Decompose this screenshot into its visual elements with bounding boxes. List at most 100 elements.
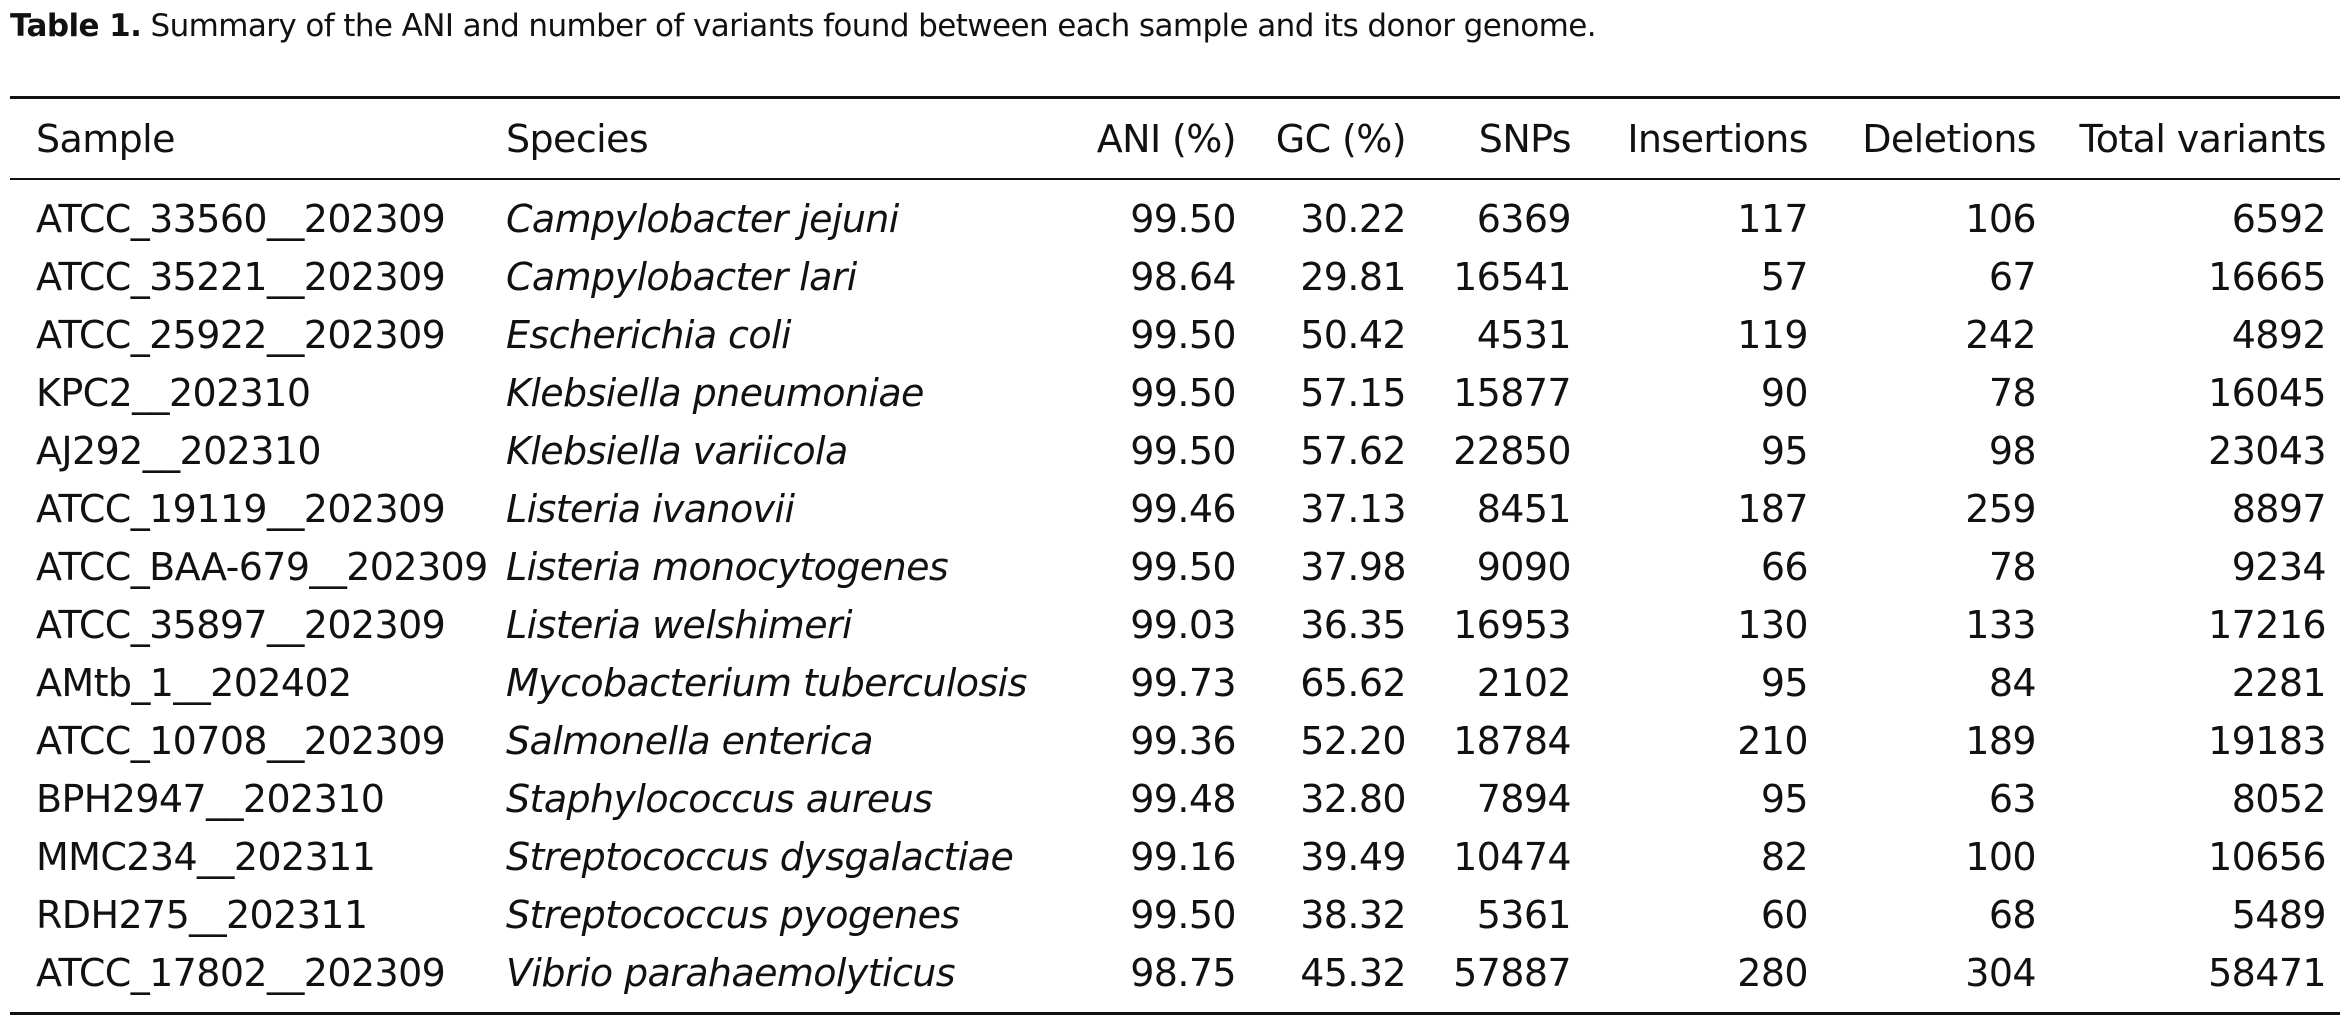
cell-sample: AMtb_1__202402 [36,661,352,705]
table-row: ATCC_19119__202309 Listeria ivanovii 99.46… [10,480,2340,538]
cell-snps: 16953 [1453,603,1571,647]
table-row: ATCC_17802__202309 Vibrio parahaemolyticu… [10,944,2340,1014]
cell-deletions: 68 [1988,893,2037,937]
table-row: ATCC_35221__202309 Campylobacter lari 98.6… [10,248,2340,306]
cell-sample: KPC2__202310 [36,371,311,415]
cell-ani: 99.46 [1130,487,1236,531]
cell-gc: 39.49 [1300,835,1406,879]
cell-ani: 99.50 [1130,893,1236,937]
cell-snps: 18784 [1453,719,1571,763]
cell-deletions: 189 [1965,719,2036,763]
cell-ani: 98.64 [1130,255,1236,299]
cell-insertions: 82 [1760,835,1809,879]
cell-sample: RDH275__202311 [36,893,368,937]
table-header: Sample Species ANI (%) GC (%) SNPs Inser… [10,97,2340,179]
cell-insertions: 119 [1737,313,1808,357]
table-row: BPH2947__202310 Staphylococcus aureus 99.4… [10,770,2340,828]
cell-deletions: 259 [1965,487,2036,531]
table-row: ATCC_BAA-679__202309 Listeria monocytogen… [10,538,2340,596]
cell-species: Campylobacter jejuni [506,197,899,241]
cell-insertions: 95 [1760,429,1809,473]
cell-species: Staphylococcus aureus [506,777,933,821]
cell-sample: MMC234__202311 [36,835,376,879]
cell-gc: 57.15 [1300,371,1406,415]
cell-deletions: 63 [1988,777,2037,821]
caption-text: Summary of the ANI and number of variant… [141,8,1597,44]
cell-gc: 52.20 [1300,719,1406,763]
cell-deletions: 133 [1965,603,2036,647]
table-row: MMC234__202311 Streptococcus dysgalactiae… [10,828,2340,886]
cell-total-variants: 17216 [2208,603,2326,647]
cell-gc: 57.62 [1300,429,1406,473]
cell-sample: BPH2947__202310 [36,777,385,821]
cell-ani: 99.36 [1130,719,1236,763]
header-row: Sample Species ANI (%) GC (%) SNPs Inser… [10,97,2340,179]
cell-insertions: 280 [1737,951,1808,995]
cell-gc: 45.32 [1300,951,1406,995]
table-body: ATCC_33560__202309 Campylobacter jejuni 99… [10,179,2340,1014]
cell-total-variants: 8897 [2231,487,2327,531]
cell-total-variants: 4892 [2231,313,2327,357]
cell-deletions: 106 [1965,197,2036,241]
cell-deletions: 242 [1965,313,2036,357]
cell-species: Listeria welshimeri [506,603,853,647]
cell-snps: 4531 [1476,313,1572,357]
cell-total-variants: 10656 [2208,835,2326,879]
cell-snps: 6369 [1476,197,1572,241]
cell-snps: 10474 [1453,835,1571,879]
cell-ani: 99.16 [1130,835,1236,879]
cell-deletions: 98 [1988,429,2037,473]
cell-gc: 65.62 [1300,661,1406,705]
cell-insertions: 95 [1760,661,1809,705]
cell-sample: ATCC_35221__202309 [36,255,446,299]
header-sample: Sample [36,116,175,161]
cell-total-variants: 6592 [2231,197,2327,241]
cell-ani: 99.50 [1130,313,1236,357]
cell-species: Campylobacter lari [506,255,857,299]
header-species: Species [506,116,649,161]
cell-ani: 99.50 [1130,545,1236,589]
cell-insertions: 210 [1737,719,1808,763]
cell-deletions: 100 [1965,835,2036,879]
cell-total-variants: 8052 [2231,777,2327,821]
cell-sample: ATCC_10708__202309 [36,719,446,763]
cell-insertions: 57 [1760,255,1809,299]
cell-deletions: 78 [1988,545,2037,589]
cell-insertions: 187 [1737,487,1808,531]
cell-ani: 99.50 [1130,197,1236,241]
cell-insertions: 117 [1737,197,1808,241]
table-caption: Table 1. Summary of the ANI and number o… [10,6,1597,46]
cell-snps: 2102 [1476,661,1572,705]
cell-snps: 16541 [1453,255,1571,299]
table-row: AJ292__202310 Klebsiella variicola 99.50 57… [10,422,2340,480]
cell-gc: 30.22 [1300,197,1406,241]
header-deletions: Deletions [1862,116,2036,161]
cell-total-variants: 23043 [2208,429,2326,473]
cell-gc: 29.81 [1300,255,1406,299]
cell-sample: ATCC_25922__202309 [36,313,446,357]
cell-snps: 5361 [1476,893,1572,937]
cell-species: Mycobacterium tuberculosis [506,661,1027,705]
cell-ani: 99.50 [1130,371,1236,415]
cell-insertions: 60 [1760,893,1809,937]
variant-summary-table: Sample Species ANI (%) GC (%) SNPs Inser… [10,96,2340,1015]
cell-insertions: 90 [1760,371,1809,415]
cell-total-variants: 16665 [2208,255,2326,299]
cell-sample: ATCC_BAA-679__202309 [36,545,488,589]
header-insertions: Insertions [1627,116,1808,161]
cell-gc: 37.13 [1300,487,1406,531]
cell-snps: 9090 [1476,545,1572,589]
cell-total-variants: 19183 [2208,719,2326,763]
cell-species: Klebsiella pneumoniae [506,371,924,415]
table-row: ATCC_10708__202309 Salmonella enterica 99.… [10,712,2340,770]
cell-sample: AJ292__202310 [36,429,322,473]
cell-deletions: 84 [1988,661,2037,705]
cell-total-variants: 2281 [2231,661,2327,705]
cell-ani: 99.48 [1130,777,1236,821]
header-gc: GC (%) [1275,116,1407,161]
cell-gc: 50.42 [1300,313,1406,357]
cell-species: Listeria monocytogenes [506,545,949,589]
cell-species: Streptococcus pyogenes [506,893,960,937]
cell-total-variants: 5489 [2231,893,2327,937]
cell-ani: 99.50 [1130,429,1236,473]
